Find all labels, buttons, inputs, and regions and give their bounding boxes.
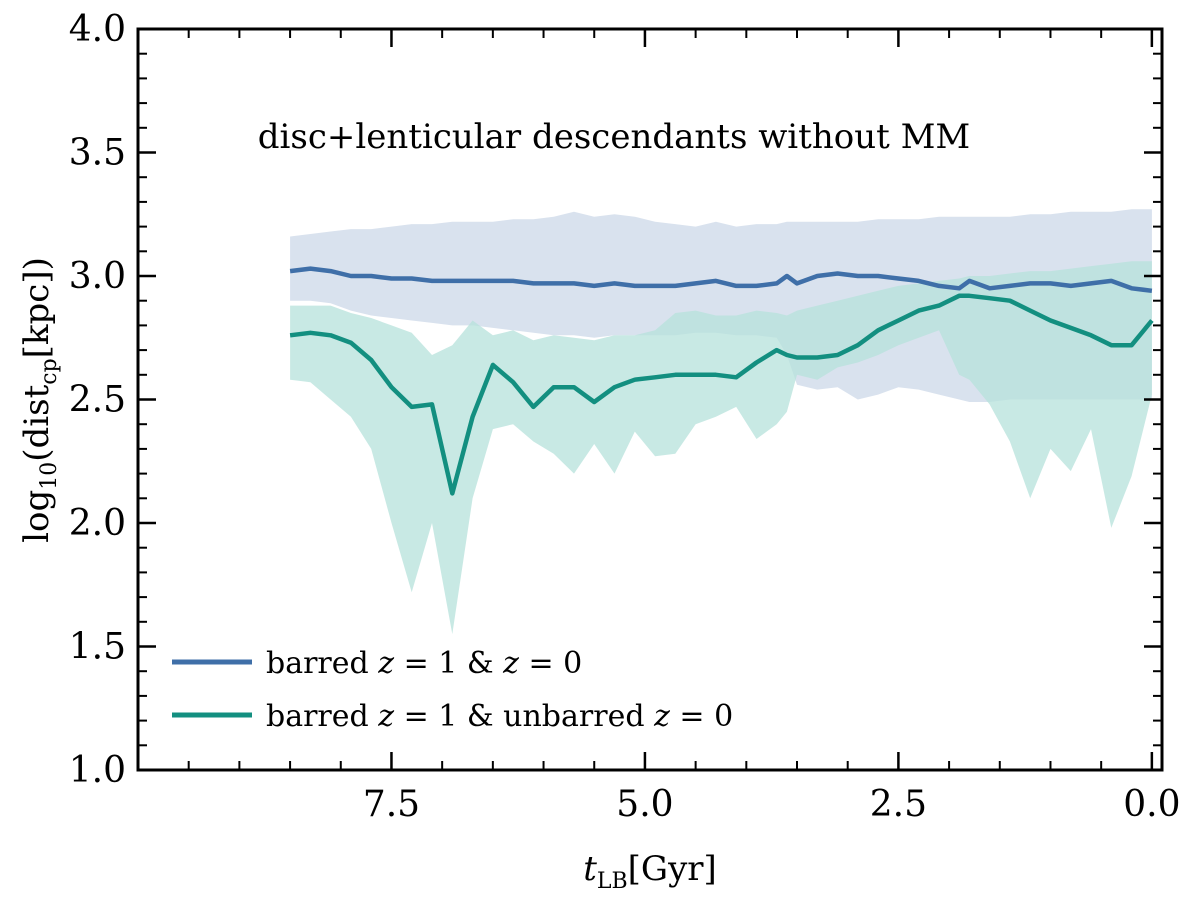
- y-tick-label: 1.5: [69, 627, 126, 668]
- y-tick-label: 4.0: [69, 9, 126, 50]
- axis-ticks: [138, 27, 1162, 772]
- series-lines: [289, 266, 1154, 496]
- x-tick-label: 2.5: [870, 784, 927, 825]
- y-tick-label: 3.0: [69, 256, 126, 297]
- axis-tick-labels: 7.5 5.0 2.5 0.0 1.0 1.5 2.0 2.5 3.0 3.5 4.0: [69, 9, 1181, 825]
- y-tick-label: 1.0: [69, 750, 126, 791]
- line-series-0: [289, 266, 1153, 294]
- line-series-1: [289, 293, 1154, 496]
- y-axis-label: log10(distcp[kpc]): [17, 257, 62, 543]
- legend-label-unbarred: barred z = 1 & unbarred z = 0: [266, 699, 733, 734]
- svg-text:log10(distcp[kpc]): log10(distcp[kpc]): [17, 257, 62, 543]
- svg-text:tLB[Gyr]: tLB[Gyr]: [583, 849, 717, 894]
- x-axis-label: tLB[Gyr]: [583, 849, 717, 894]
- legend-label-barred: barred z = 1 & z = 0: [266, 646, 582, 681]
- chart-annotation: disc+lenticular descendants without MM: [258, 117, 970, 157]
- uncertainty-bands: [290, 209, 1152, 635]
- x-tick-label: 7.5: [363, 784, 420, 825]
- legend: barred z = 1 & z = 0 barred z = 1 & unba…: [172, 646, 733, 734]
- x-tick-label: 5.0: [616, 784, 673, 825]
- y-tick-label: 3.5: [69, 133, 126, 174]
- x-tick-label: 0.0: [1123, 784, 1180, 825]
- y-tick-label: 2.0: [69, 503, 126, 544]
- y-tick-label: 2.5: [69, 380, 126, 421]
- band-series-1: [290, 261, 1152, 635]
- band-series-0: [290, 209, 1152, 402]
